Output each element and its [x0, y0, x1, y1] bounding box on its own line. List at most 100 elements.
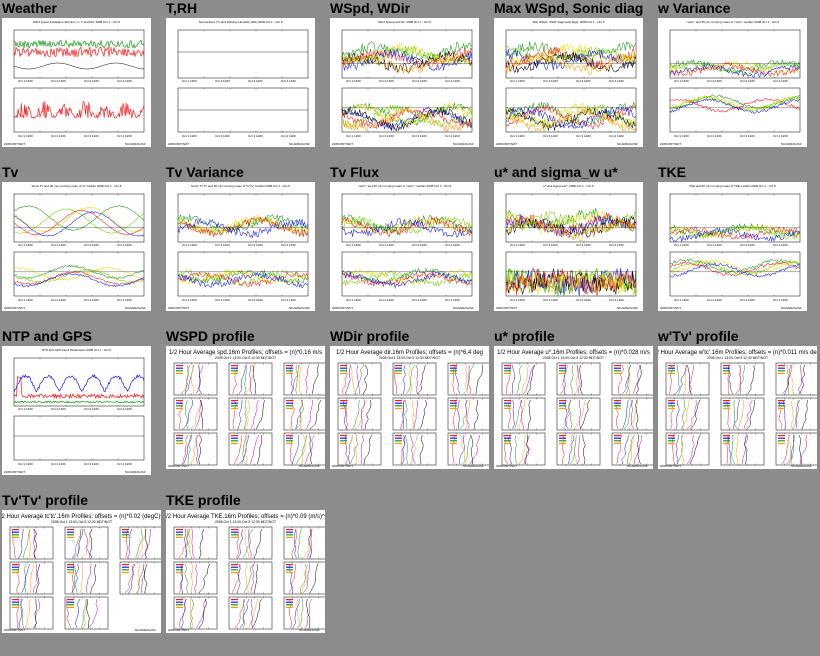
profile-line	[21, 563, 31, 594]
legend-swatch	[67, 536, 74, 538]
tick-label: NCAR/EOL/ISF	[125, 306, 146, 310]
plot-thumbnail-wspd-wdir[interactable]: Wind Speed and Dir, 2008 Oct 1 - Oct 5 Oc…	[330, 18, 479, 147]
profile-line	[680, 399, 686, 430]
profile-line	[354, 364, 365, 395]
plot-label[interactable]: Max WSpd, Sonic diag	[494, 0, 644, 16]
series-line	[341, 216, 473, 237]
plot-thumbnail-weather[interactable]: Wind speed & Relative direction, U, T an…	[2, 18, 151, 147]
plot-thumbnail-w-variance[interactable]: <w'w'> and 60 min running mean of <w'w'>…	[658, 18, 807, 147]
plot-panel-frame	[177, 193, 309, 243]
legend-swatch	[559, 437, 566, 439]
plot-label[interactable]: Tv Variance	[166, 164, 244, 180]
series-line	[505, 43, 637, 65]
plot-thumbnail-tv-variance[interactable]: Sonic Tv'Tv' and 60 min running mean of …	[166, 182, 315, 311]
plot-thumbnail-wtv-profile[interactable]: 1/2 Hour Average w'tc'.16m Profiles; off…	[658, 346, 817, 469]
profile-line	[250, 563, 255, 594]
plot-panel-frame	[669, 251, 801, 297]
plot-panel-frame	[173, 596, 218, 630]
profile-line	[23, 528, 31, 559]
plot-label[interactable]: Weather	[2, 0, 57, 16]
profile-line	[790, 399, 794, 430]
plot-panel-frame	[775, 397, 817, 431]
plot-title: u* and sigma w/u*, 2008 Oct 1 - Oct 5	[543, 184, 594, 188]
legend-swatch	[504, 435, 511, 437]
profile-line	[459, 434, 465, 465]
plot-panel-frame	[119, 561, 161, 595]
series-line	[13, 211, 145, 237]
series-line	[13, 209, 145, 236]
legend-swatch	[395, 365, 402, 367]
plot-title: <w'tc'> and 60 min running mean of <w'tc…	[358, 184, 452, 188]
plot-thumbnail-ntp-gps[interactable]: NTP and GPS Clock Parameters 2008 Oct 1 …	[2, 346, 151, 475]
plot-thumbnail-tvtv-profile[interactable]: 1/2 Hour Average tc'tc'.16m Profiles; of…	[2, 510, 161, 633]
tick-label: NCAR/EOL/ISF	[453, 306, 474, 310]
series-line	[669, 60, 801, 77]
plot-thumbnail-trh[interactable]: Temperature (T) and Relative Humidity (R…	[166, 18, 315, 147]
plot-panel-frame	[9, 526, 54, 560]
plot-label[interactable]: NTP and GPS	[2, 328, 92, 344]
plot-image: NTP and GPS Clock Parameters 2008 Oct 1 …	[4, 348, 146, 474]
legend-swatch	[614, 367, 621, 369]
plot-thumbnail-tv[interactable]: Sonic Tv and 30 min running mean of Tv m…	[2, 182, 151, 311]
profile-line	[80, 598, 88, 629]
plot-label[interactable]: WSPD profile	[166, 328, 255, 344]
plot-label[interactable]: w Variance	[658, 0, 731, 16]
plot-label[interactable]: u* profile	[494, 328, 555, 344]
profile-line	[475, 364, 484, 395]
plot-panel-frame	[228, 362, 273, 396]
profile-line	[232, 364, 238, 395]
series-line	[669, 98, 801, 114]
legend-swatch	[122, 534, 129, 536]
profile-line	[687, 364, 695, 395]
tick-label: NCAR/EOL/ISF	[299, 464, 320, 468]
plot-thumbnail-max-wspd-sonic-diag[interactable]: Max WSpd, CSAT diagnostic flags, 2008 Oc…	[494, 18, 643, 147]
tick-label: 2008 MDT/NOT	[496, 142, 517, 146]
plot-panel-frame	[173, 397, 218, 431]
plot-label[interactable]: TKE	[658, 164, 686, 180]
plot-label[interactable]: w'Tv' profile	[658, 328, 739, 344]
legend-swatch	[286, 571, 293, 573]
legend-swatch	[668, 400, 675, 402]
plot-thumbnail-ustar-profile[interactable]: 1/2 Hour Average u*.16m Profiles; offset…	[494, 346, 653, 469]
plot-label[interactable]: u* and sigma_w u*	[494, 164, 618, 180]
profile-line	[690, 399, 701, 430]
legend-swatch	[559, 435, 566, 437]
tick-label: 2008 MDT/NOT	[660, 142, 681, 146]
profile-line	[460, 434, 466, 465]
plot-label[interactable]: WDir profile	[330, 328, 410, 344]
plot-label[interactable]: T,RH	[166, 0, 198, 16]
plot-thumbnail-tke-profile[interactable]: 1/2 Hour Average TKE.16m Profiles; offse…	[166, 510, 325, 633]
profile-line	[140, 564, 145, 594]
plot-panel-frame	[556, 362, 601, 396]
legend-swatch	[176, 601, 183, 603]
profile-line	[727, 434, 732, 465]
plot-thumbnail-tke[interactable]: TKE and 60 min running mean of TKE media…	[658, 182, 807, 311]
plot-label[interactable]: Tv Flux	[330, 164, 380, 180]
profile-line	[514, 434, 518, 465]
plot-image: 1/2 Hour Average spd.16m Profiles; offse…	[168, 350, 325, 468]
plot-label[interactable]: TKE profile	[166, 492, 241, 508]
plot-label[interactable]: WSpd, WDir	[330, 0, 411, 16]
profile-line	[628, 434, 634, 465]
tick-label: 2008 MDT/NOT	[332, 142, 353, 146]
profile-line	[301, 434, 306, 465]
tick-label: Oct 4 1200	[445, 243, 460, 247]
profile-line	[419, 399, 427, 430]
tick-label: Oct 4 1200	[609, 134, 624, 138]
plot-label[interactable]: Tv'Tv' profile	[2, 492, 89, 508]
plot-panel-frame	[501, 362, 546, 396]
plot-thumbnail-ustar-sigma[interactable]: u* and sigma w/u*, 2008 Oct 1 - Oct 5 Oct…	[494, 182, 643, 311]
plot-panel-frame	[775, 432, 817, 466]
legend-swatch	[122, 564, 129, 566]
plot-thumbnail-wdir-profile[interactable]: 1/2 Hour Average dir.16m Profiles; offse…	[330, 346, 489, 469]
legend-swatch	[67, 531, 74, 533]
profile-title: 1/2 Hour Average TKE.16m Profiles; offse…	[166, 514, 325, 520]
plot-panel-frame	[720, 397, 765, 431]
tick-label: Oct 2 1200	[543, 298, 558, 302]
tick-label: Oct 1 1200	[346, 79, 361, 83]
plot-label[interactable]: Tv	[2, 164, 19, 180]
legend-swatch	[504, 407, 511, 409]
profile-line	[84, 528, 90, 559]
plot-thumbnail-tv-flux[interactable]: <w'tc'> and 60 min running mean of <w'tc…	[330, 182, 479, 311]
plot-thumbnail-wspd-profile[interactable]: 1/2 Hour Average spd.16m Profiles; offse…	[166, 346, 325, 469]
